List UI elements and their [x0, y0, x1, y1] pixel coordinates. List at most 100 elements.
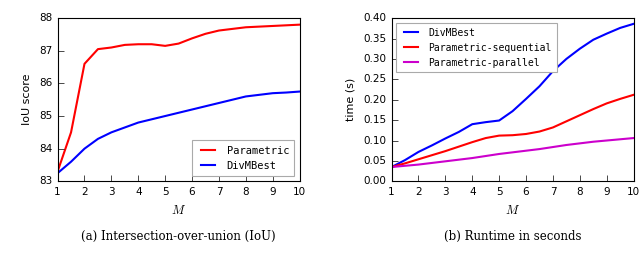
DivMBest — [536, 85, 543, 88]
Parametric-sequential — [549, 126, 557, 129]
DivMBest — [108, 131, 115, 134]
DivMBest — [296, 90, 303, 93]
DivMBest — [255, 93, 263, 96]
Parametric-parallel — [603, 139, 611, 142]
Parametric-parallel — [576, 142, 584, 145]
Parametric — [282, 24, 290, 27]
DivMBest — [161, 114, 169, 118]
Parametric-sequential — [388, 166, 396, 169]
Parametric-sequential — [589, 107, 597, 111]
DivMBest — [509, 110, 516, 113]
Parametric-sequential — [576, 114, 584, 117]
DivMBest — [468, 123, 476, 126]
DivMBest — [134, 121, 142, 124]
Parametric-parallel — [549, 146, 557, 149]
DivMBest — [549, 70, 557, 73]
Parametric-sequential — [428, 154, 436, 157]
Parametric-sequential — [455, 145, 463, 148]
X-axis label: $M$: $M$ — [505, 204, 520, 217]
Parametric-parallel — [630, 136, 637, 140]
Parametric-parallel — [455, 158, 463, 161]
Parametric-parallel — [536, 148, 543, 151]
Parametric — [148, 43, 156, 46]
Y-axis label: time (s): time (s) — [346, 78, 356, 121]
DivMBest — [175, 111, 182, 114]
DivMBest — [455, 130, 463, 133]
Parametric-sequential — [630, 93, 637, 96]
Line: Parametric-parallel: Parametric-parallel — [392, 138, 634, 167]
Parametric-sequential — [522, 132, 530, 135]
DivMBest — [630, 22, 637, 25]
DivMBest — [148, 118, 156, 121]
Line: Parametric-sequential: Parametric-sequential — [392, 95, 634, 167]
Parametric — [67, 131, 75, 134]
Parametric-sequential — [468, 141, 476, 144]
Parametric — [242, 26, 250, 29]
Parametric-parallel — [482, 154, 490, 157]
Parametric-parallel — [401, 164, 409, 167]
Parametric — [161, 44, 169, 47]
DivMBest — [188, 108, 196, 111]
Parametric — [121, 43, 129, 46]
Parametric — [255, 25, 263, 28]
DivMBest — [401, 159, 409, 162]
Parametric — [296, 23, 303, 26]
Legend: DivMBest, Parametric-sequential, Parametric-parallel: DivMBest, Parametric-sequential, Paramet… — [396, 23, 557, 73]
DivMBest — [121, 126, 129, 129]
Line: DivMBest: DivMBest — [58, 91, 300, 173]
Parametric — [134, 43, 142, 46]
Legend: Parametric, DivMBest: Parametric, DivMBest — [193, 140, 294, 176]
Parametric-parallel — [563, 143, 570, 147]
Parametric — [94, 48, 102, 51]
Parametric-parallel — [428, 161, 436, 164]
Line: DivMBest: DivMBest — [392, 24, 634, 167]
Parametric-sequential — [401, 162, 409, 165]
DivMBest — [202, 105, 209, 108]
DivMBest — [442, 137, 449, 140]
Parametric-parallel — [522, 149, 530, 152]
Parametric-sequential — [509, 134, 516, 137]
DivMBest — [522, 97, 530, 100]
Parametric-sequential — [536, 130, 543, 133]
DivMBest — [282, 91, 290, 94]
Parametric-parallel — [495, 152, 503, 155]
Parametric-sequential — [603, 102, 611, 105]
DivMBest — [495, 119, 503, 122]
DivMBest — [242, 95, 250, 98]
Parametric — [81, 62, 88, 65]
Parametric-parallel — [388, 166, 396, 169]
DivMBest — [94, 137, 102, 140]
DivMBest — [603, 32, 611, 35]
Parametric — [108, 46, 115, 49]
DivMBest — [215, 102, 223, 105]
Y-axis label: IoU score: IoU score — [22, 74, 32, 125]
DivMBest — [589, 38, 597, 41]
Parametric-parallel — [589, 140, 597, 143]
Parametric-sequential — [563, 120, 570, 123]
Parametric — [54, 170, 61, 173]
DivMBest — [428, 144, 436, 147]
DivMBest — [81, 147, 88, 150]
Text: (a) Intersection-over-union (IoU): (a) Intersection-over-union (IoU) — [81, 230, 276, 243]
DivMBest — [563, 57, 570, 61]
Parametric-parallel — [442, 160, 449, 163]
Parametric-parallel — [468, 156, 476, 160]
Parametric — [188, 37, 196, 40]
Parametric-sequential — [495, 134, 503, 137]
Parametric — [175, 42, 182, 45]
DivMBest — [269, 92, 276, 95]
Parametric-sequential — [616, 97, 624, 100]
Parametric-sequential — [482, 136, 490, 140]
DivMBest — [54, 171, 61, 175]
DivMBest — [415, 150, 422, 154]
DivMBest — [482, 121, 490, 124]
Text: (b) Runtime in seconds: (b) Runtime in seconds — [444, 230, 581, 243]
DivMBest — [616, 26, 624, 30]
Parametric-parallel — [509, 151, 516, 154]
Line: Parametric: Parametric — [58, 25, 300, 171]
DivMBest — [67, 160, 75, 163]
Parametric-parallel — [616, 138, 624, 141]
DivMBest — [228, 98, 236, 101]
Parametric-sequential — [442, 149, 449, 153]
DivMBest — [576, 47, 584, 50]
